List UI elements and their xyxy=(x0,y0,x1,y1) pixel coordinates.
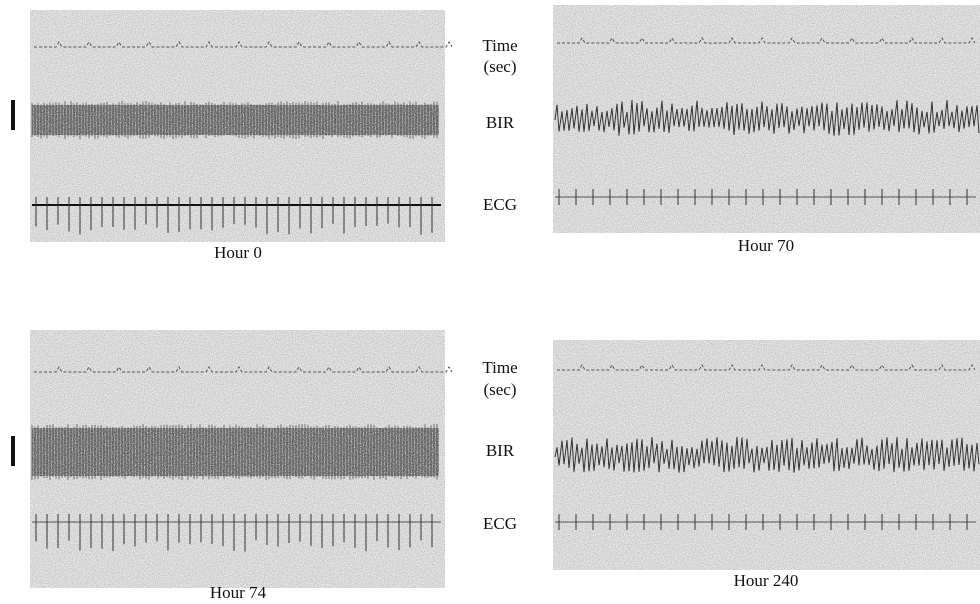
panel-caption: Hour 70 xyxy=(738,236,794,255)
row-label: Time xyxy=(482,36,517,55)
time-trace xyxy=(34,41,453,48)
scale-bar xyxy=(11,100,15,130)
panel-caption: Hour 240 xyxy=(734,571,799,590)
ecg-trace xyxy=(35,514,433,552)
row-label: (sec) xyxy=(483,57,516,76)
bir-trace xyxy=(31,424,438,480)
recording-background xyxy=(553,340,980,570)
time-trace xyxy=(557,364,976,371)
bir-trace xyxy=(31,101,438,139)
row-label: BIR xyxy=(486,441,515,460)
ecg-trace xyxy=(558,189,968,205)
scale-bar xyxy=(11,436,15,466)
bir-trace xyxy=(554,99,980,136)
row-label: Time xyxy=(482,358,517,377)
bir-trace xyxy=(554,437,980,473)
time-trace xyxy=(34,366,453,373)
row-label: ECG xyxy=(483,195,517,214)
recording-background xyxy=(553,5,980,233)
row-label: BIR xyxy=(486,113,515,132)
row-label: ECG xyxy=(483,514,517,533)
row-label: (sec) xyxy=(483,380,516,399)
panel-caption: Hour 74 xyxy=(210,583,267,602)
time-trace xyxy=(557,37,976,44)
panel-caption: Hour 0 xyxy=(214,243,262,262)
ecg-trace xyxy=(35,197,433,235)
panels xyxy=(30,5,980,588)
ecg-trace xyxy=(558,514,968,530)
